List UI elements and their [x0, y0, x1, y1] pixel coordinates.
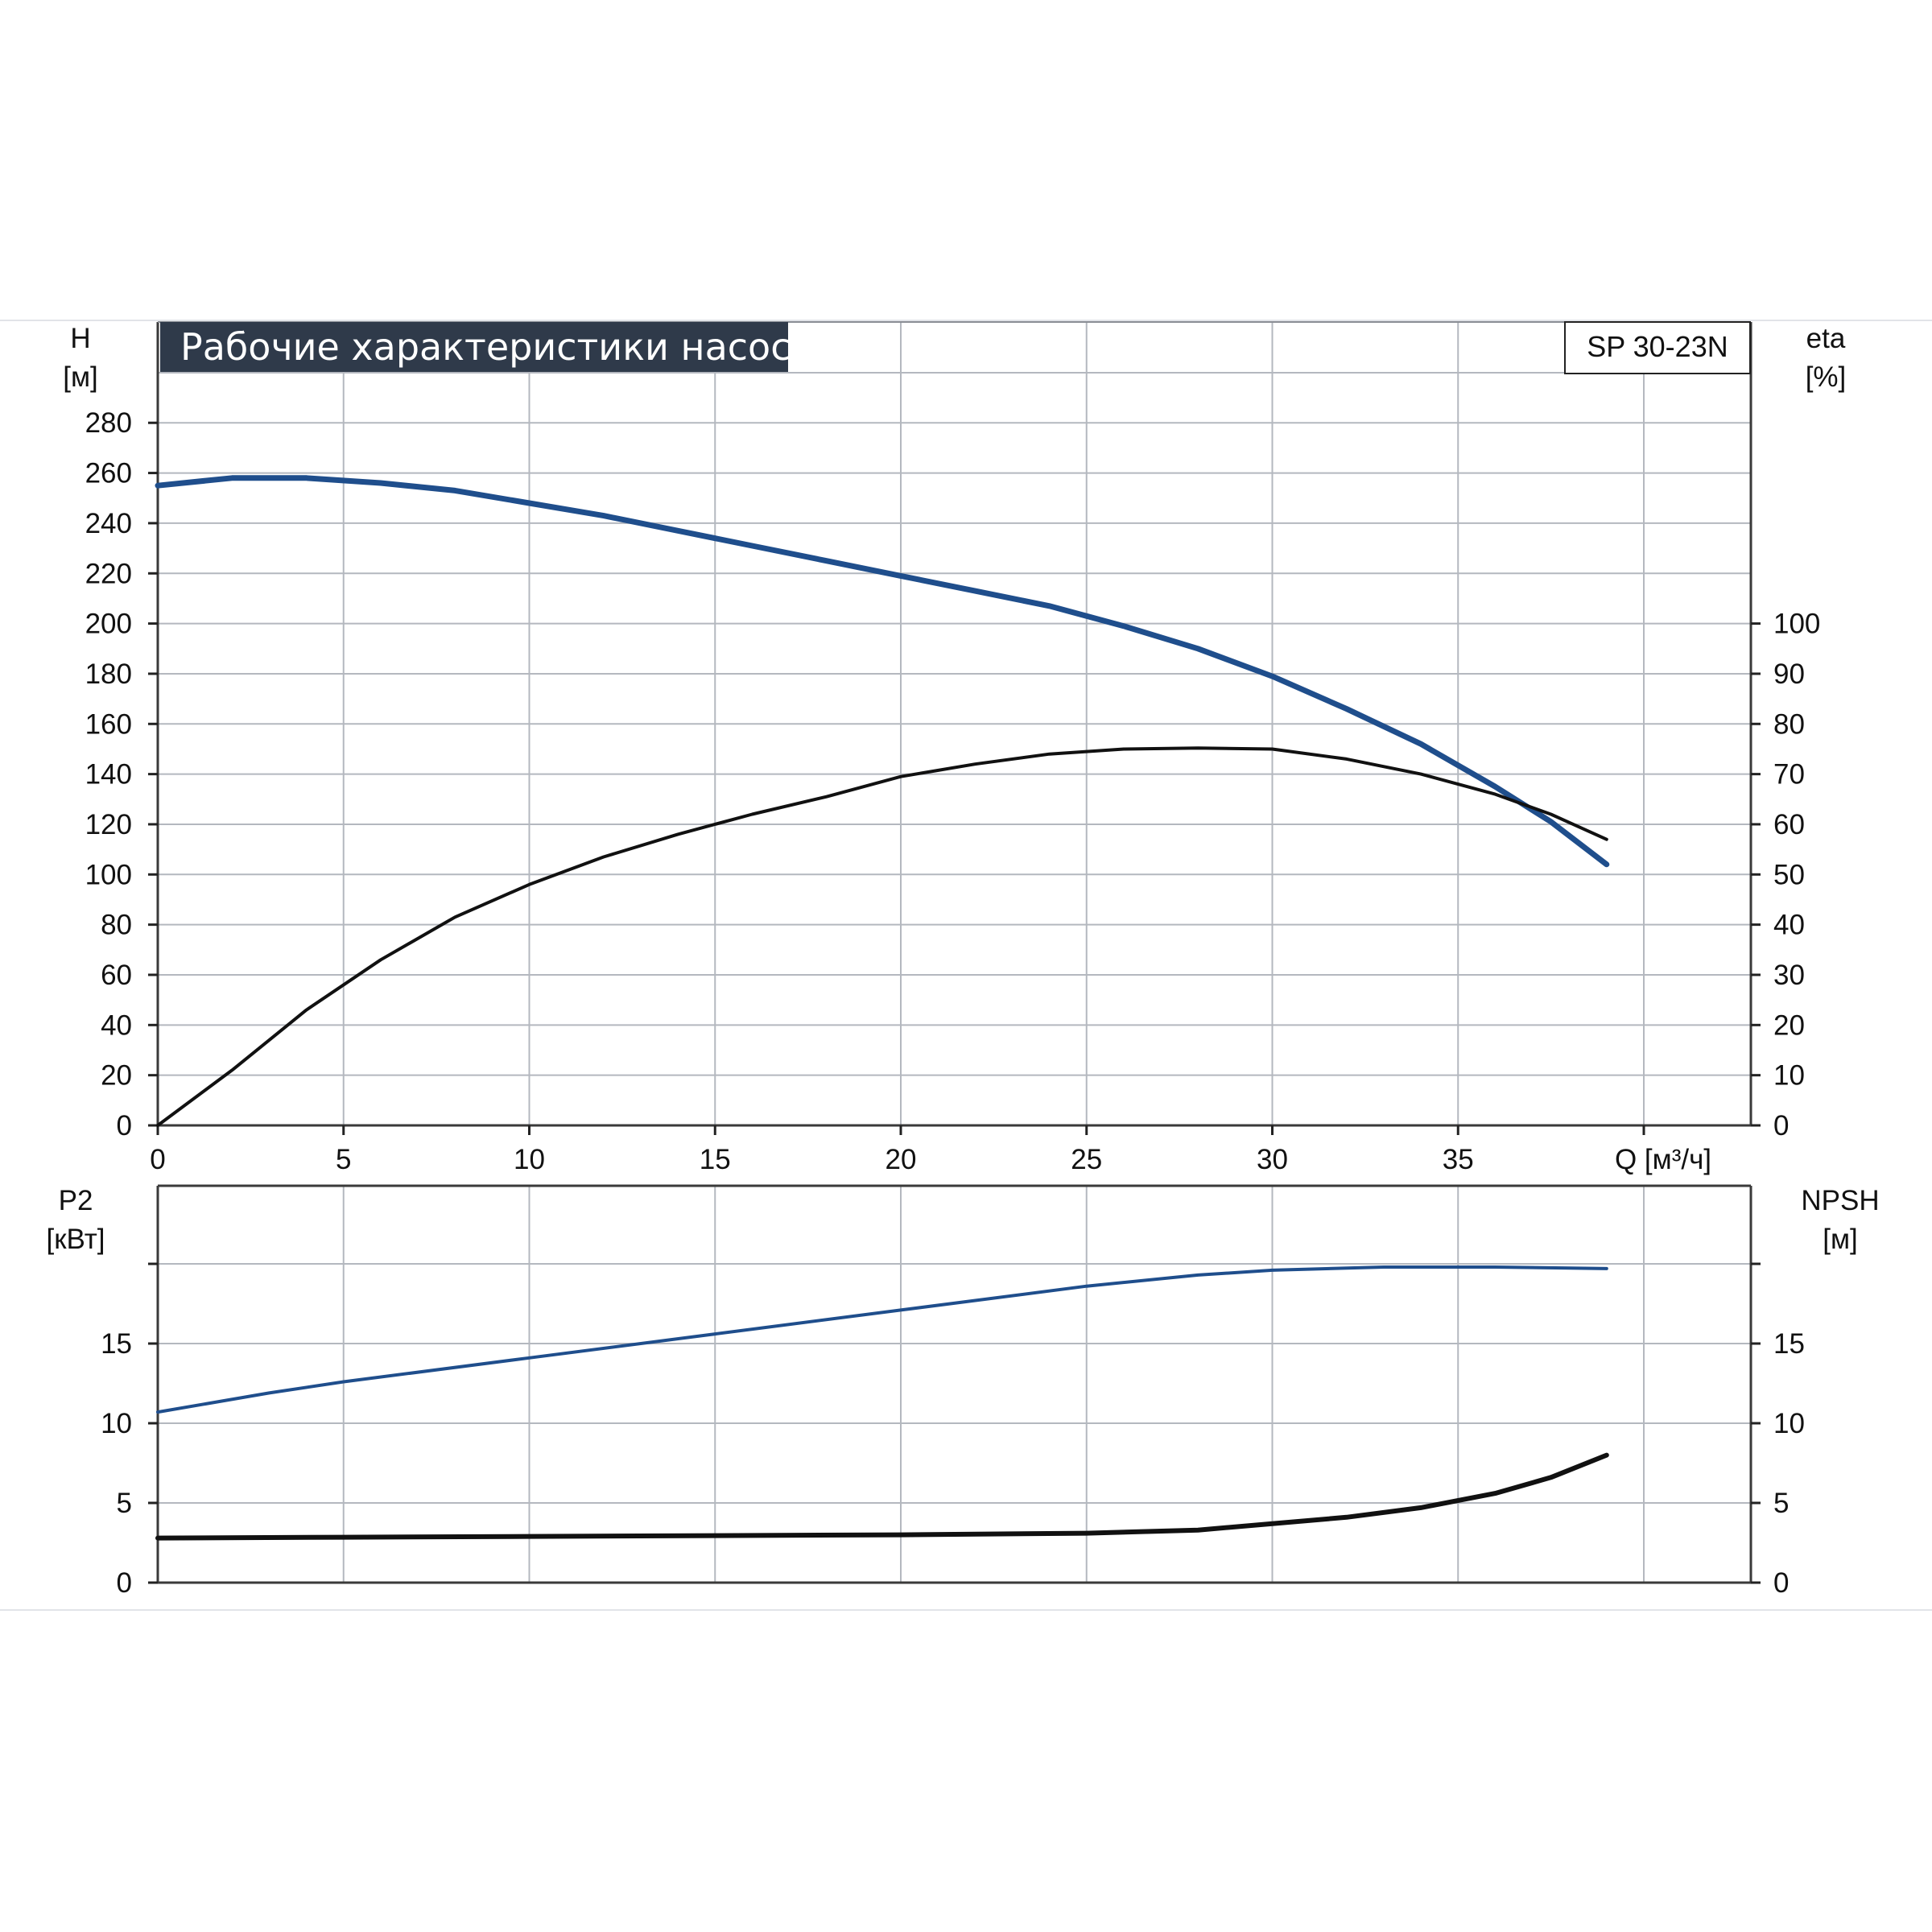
left-tick-label: 80 [101, 910, 132, 941]
chart-title: Рабочие характеристики насоса [180, 325, 814, 369]
npsh-curve [155, 1452, 1609, 1541]
left-tick-label: 180 [85, 658, 132, 690]
right-tick-label: 0 [1773, 1567, 1789, 1599]
left-tick-label: 120 [85, 809, 132, 840]
npsh-axis-title: NPSH [1801, 1185, 1879, 1216]
x-tick-label: 35 [1443, 1144, 1474, 1175]
h-axis-unit: [м] [63, 361, 98, 393]
eta-axis-title: eta [1806, 323, 1846, 354]
p2-axis-unit: [кВт] [47, 1224, 105, 1255]
curve-layer [155, 475, 1610, 1541]
x-axis-label: Q [м³/ч] [1615, 1144, 1711, 1175]
x-tick-label: 0 [150, 1144, 165, 1175]
h-axis-title: H [70, 323, 90, 354]
grid-layer [0, 320, 1932, 1611]
right-tick-label: 20 [1773, 1009, 1805, 1041]
left-tick-label: 100 [85, 859, 132, 890]
left-tick-label: 260 [85, 458, 132, 489]
right-tick-label: 0 [1773, 1110, 1789, 1141]
right-tick-label: 70 [1773, 759, 1805, 791]
left-tick-label: 0 [117, 1110, 132, 1141]
x-tick-label: 30 [1257, 1144, 1288, 1175]
label-layer: 0204060801001201401601802002202402602800… [47, 323, 1880, 1599]
right-tick-label: 50 [1773, 859, 1805, 890]
right-tick-label: 10 [1773, 1060, 1805, 1092]
right-tick-label: 80 [1773, 708, 1805, 740]
left-tick-label: 5 [117, 1488, 132, 1519]
left-tick-label: 15 [101, 1328, 132, 1360]
right-tick-label: 100 [1773, 609, 1820, 640]
left-tick-label: 10 [101, 1408, 132, 1439]
x-tick-label: 5 [336, 1144, 351, 1175]
left-tick-label: 0 [117, 1567, 132, 1599]
left-tick-label: 200 [85, 609, 132, 640]
power-curve [156, 1265, 1608, 1414]
title-banner-bg [160, 322, 788, 372]
right-tick-label: 15 [1773, 1328, 1805, 1360]
model-label: SP 30-23N [1587, 330, 1728, 363]
title-banner: Рабочие характеристики насоса [160, 322, 814, 372]
right-tick-label: 10 [1773, 1408, 1805, 1439]
left-tick-label: 60 [101, 960, 132, 991]
head-curve [155, 475, 1610, 868]
model-badge-frame [1564, 321, 1751, 374]
x-tick-label: 20 [886, 1144, 917, 1175]
right-tick-label: 40 [1773, 910, 1805, 941]
eta-axis-unit: [%] [1806, 361, 1847, 393]
left-tick-label: 240 [85, 508, 132, 539]
p2-axis-title: P2 [59, 1185, 93, 1216]
efficiency-curve [156, 746, 1608, 1127]
npsh-axis-unit: [м] [1823, 1224, 1858, 1255]
left-tick-label: 220 [85, 558, 132, 589]
x-tick-label: 15 [700, 1144, 731, 1175]
model-badge: SP 30-23N [1564, 321, 1751, 374]
left-tick-label: 140 [85, 759, 132, 791]
left-tick-label: 40 [101, 1009, 132, 1041]
left-tick-label: 280 [85, 407, 132, 439]
left-tick-label: 20 [101, 1060, 132, 1092]
right-tick-label: 5 [1773, 1488, 1789, 1519]
right-tick-label: 60 [1773, 809, 1805, 840]
left-tick-label: 160 [85, 708, 132, 740]
x-tick-label: 25 [1071, 1144, 1102, 1175]
x-tick-label: 10 [514, 1144, 545, 1175]
right-tick-label: 90 [1773, 658, 1805, 690]
right-tick-label: 30 [1773, 960, 1805, 991]
